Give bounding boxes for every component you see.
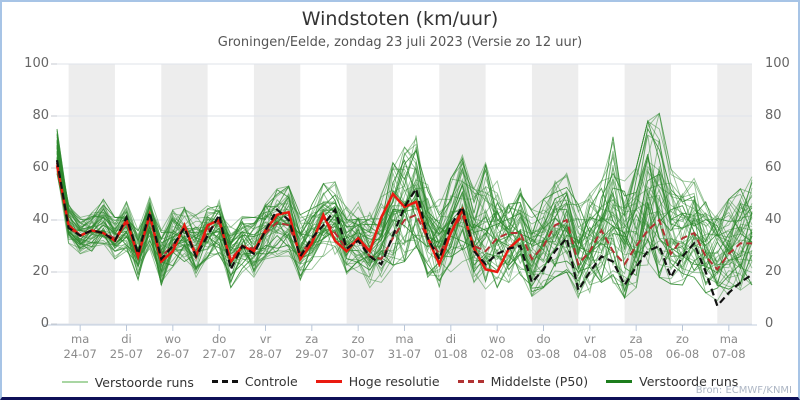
x-tick-date: 25-07	[109, 347, 144, 361]
x-tick-date: 03-08	[526, 347, 561, 361]
y-tick-label-right: 60	[765, 160, 782, 175]
legend-label: Middelste (P50)	[490, 374, 589, 389]
y-tick-label-left: 40	[32, 212, 49, 227]
x-tick-label: wo 02-08	[465, 332, 529, 362]
x-tick-day: do	[211, 332, 227, 346]
ensemble-member-line	[56, 112, 753, 253]
x-tick-date: 05-08	[619, 347, 653, 361]
x-tick-label: do 03-08	[512, 332, 576, 362]
x-tick-label: di 01-08	[419, 332, 483, 362]
ensemble-member-line	[56, 112, 753, 243]
y-tick-label-right: 80	[765, 108, 782, 123]
x-tick-date: 24-07	[63, 347, 97, 361]
legend-label: Controle	[244, 374, 298, 389]
x-tick-label: wo 26-07	[141, 332, 205, 362]
y-tick-label-right: 20	[765, 264, 782, 279]
ensemble-member-line	[56, 157, 753, 287]
x-tick-label: di 25-07	[95, 332, 159, 362]
y-tick-label-left: 20	[32, 264, 49, 279]
y-tick-label-right: 100	[765, 56, 790, 71]
x-tick-date: 31-07	[387, 347, 422, 361]
x-tick-day: do	[536, 332, 551, 346]
day-band	[161, 64, 208, 324]
ensemble-member-line	[56, 113, 753, 252]
legend-swatch-thin-green-icon	[61, 381, 88, 383]
legend-item: Hoge resolutie	[315, 374, 440, 389]
legend-swatch-dashed-black-icon	[211, 380, 238, 383]
legend-item: Controle	[211, 374, 298, 389]
y-tick-label-left: 60	[32, 160, 49, 175]
x-tick-label: ma 31-07	[373, 332, 437, 362]
y-tick-label-right: 40	[765, 212, 782, 227]
x-tick-date: 04-08	[573, 347, 607, 361]
y-tick-label-right: 0	[765, 316, 774, 331]
legend-swatch-dashed-darkred-icon	[457, 380, 484, 383]
x-tick-day: ma	[395, 332, 414, 346]
ensemble-member-line	[56, 136, 753, 255]
x-tick-label: za 05-08	[604, 332, 668, 362]
x-tick-date: 26-07	[156, 347, 190, 361]
ensemble-member-line	[56, 127, 753, 256]
x-tick-day: di	[121, 332, 132, 346]
x-tick-date: 07-08	[712, 347, 746, 361]
legend-swatch-solid-red-icon	[315, 380, 342, 383]
x-tick-day: ma	[71, 332, 90, 346]
x-tick-label: ma 24-07	[48, 332, 112, 362]
forecast-line	[55, 165, 522, 274]
ensemble-member-line	[56, 132, 753, 252]
legend-label: Verstoorde runs	[639, 374, 739, 389]
x-tick-label: vr 04-08	[558, 332, 622, 362]
x-tick-date: 06-08	[665, 347, 700, 361]
x-tick-date: 02-08	[480, 347, 514, 361]
x-tick-date: 28-07	[248, 347, 283, 361]
x-tick-label: zo 06-08	[651, 332, 715, 362]
x-tick-label: zo 30-07	[326, 332, 390, 362]
legend: Verstoorde runs Controle Hoge resolutie Mid…	[2, 368, 798, 390]
x-tick-day: zo	[675, 332, 690, 346]
x-tick-day: ma	[719, 332, 738, 346]
x-tick-day: za	[305, 332, 319, 346]
x-tick-day: wo	[164, 332, 182, 346]
legend-swatch-solid-darkgreen-icon	[606, 380, 633, 383]
legend-label: Verstoorde runs	[94, 374, 194, 390]
legend-item: Verstoorde runs	[606, 374, 738, 389]
x-tick-date: 27-07	[202, 347, 236, 361]
x-tick-date: 30-07	[341, 347, 375, 361]
day-band	[68, 64, 115, 324]
y-tick-label-left: 100	[24, 56, 49, 71]
y-tick-label-left: 80	[32, 108, 49, 123]
legend-item: Verstoorde runs	[61, 374, 194, 390]
page-title: Windstoten (km/uur)	[301, 8, 499, 30]
x-tick-date: 01-08	[434, 347, 468, 361]
y-tick-label-left: 0	[40, 316, 49, 331]
forecast-line	[56, 162, 752, 271]
x-tick-day: vr	[259, 332, 272, 346]
legend-item: Middelste (P50)	[457, 374, 589, 389]
x-tick-label: vr 28-07	[234, 332, 298, 362]
legend-label: Hoge resolutie	[348, 374, 440, 389]
source-credit: Bron: ECMWF/KNMI	[695, 385, 792, 396]
x-tick-day: vr	[584, 332, 596, 346]
x-tick-label: za 29-07	[280, 332, 344, 362]
x-tick-label: ma 07-08	[697, 332, 761, 362]
x-tick-day: za	[629, 332, 643, 346]
x-tick-day: di	[445, 332, 457, 346]
x-tick-day: zo	[351, 332, 365, 346]
x-tick-day: wo	[488, 332, 506, 346]
x-tick-label: do 27-07	[187, 332, 251, 362]
chart-subtitle: Groningen/Eelde, zondag 23 juli 2023 (Ve…	[217, 35, 583, 50]
x-tick-date: 29-07	[295, 347, 329, 361]
